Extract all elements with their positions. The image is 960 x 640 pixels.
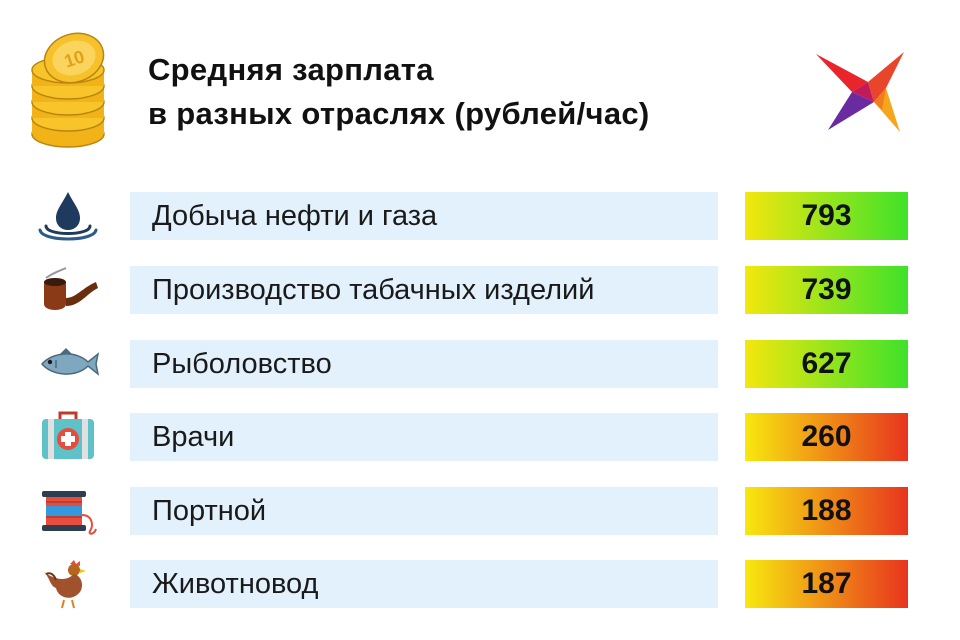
row-label-cell: Животновод [130,560,718,608]
row-value: 260 [801,420,852,453]
row-label: Портной [152,495,267,527]
title-line-2: в разных отраслях (рублей/час) [148,96,650,131]
row-label: Рыболовство [152,348,332,380]
table-row: Рыболовство 627 [0,340,960,388]
chicken-icon [44,560,86,609]
row-label-cell: Добыча нефти и газа [130,192,718,240]
table-row: Добыча нефти и газа 793 [0,192,960,241]
row-label: Врачи [152,421,235,453]
value-bar-low: 187 [745,560,908,608]
row-value: 793 [801,199,852,232]
title-line-1: Средняя зарплата [148,52,434,87]
row-label-cell: Производство табачных изделий [130,266,718,314]
row-value: 627 [801,347,852,380]
thread-spool-icon [42,491,97,535]
row-label: Добыча нефти и газа [152,200,438,232]
value-bar-high: 793 [745,192,908,240]
row-value: 188 [801,494,852,527]
coin-stack-icon: 10 [31,32,105,148]
table-row: Животновод 187 [0,560,960,609]
value-bar-high: 739 [745,266,908,314]
table-row: Врачи 260 [0,411,960,461]
swallow-logo-icon [816,52,904,132]
oil-drop-icon [38,192,98,241]
row-label-cell: Портной [130,487,718,535]
row-value: 187 [801,567,852,600]
pipe-icon [44,267,98,310]
row-value: 739 [801,273,852,306]
fish-icon [41,348,100,376]
page-title: Средняя зарплата в разных отраслях (рубл… [148,48,650,136]
row-label: Производство табачных изделий [152,274,595,306]
value-bar-high: 627 [745,340,908,388]
row-label-cell: Рыболовство [130,340,718,388]
value-bar-low: 260 [745,413,908,461]
table-row: Производство табачных изделий 739 [0,266,960,314]
table-row: Портной 188 [0,487,960,535]
row-label: Животновод [152,568,319,600]
value-bar-low: 188 [745,487,908,535]
row-label-cell: Врачи [130,413,718,461]
medkit-icon [42,411,94,459]
